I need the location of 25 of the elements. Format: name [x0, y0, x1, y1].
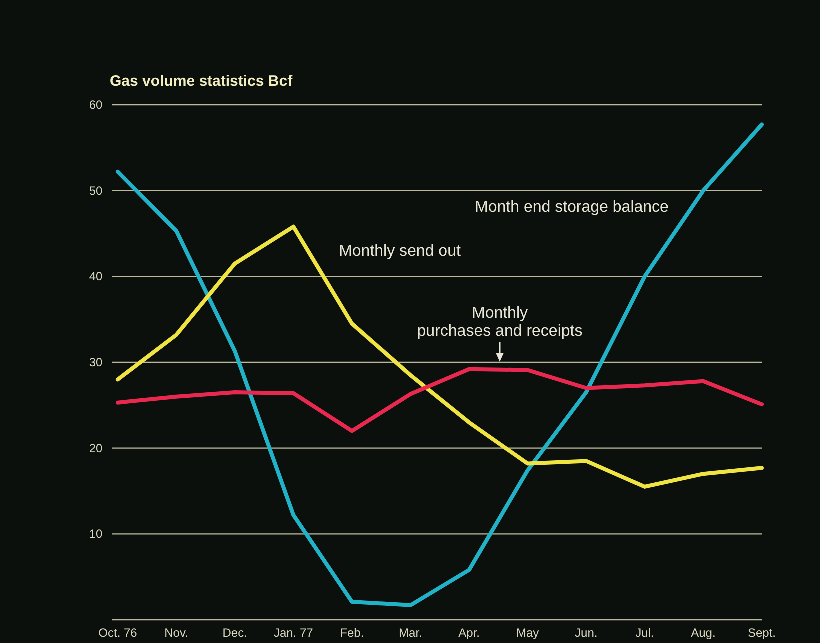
x-tick-label: Sept.: [748, 626, 776, 640]
y-tick-label: 10: [89, 527, 103, 542]
chart-title: Gas volume statistics Bcf: [110, 73, 294, 90]
line-series: [116, 367, 764, 434]
x-tick-label: Feb.: [340, 626, 364, 640]
line-series: [116, 122, 764, 608]
x-tick-label: Apr.: [458, 626, 480, 640]
annotation: Monthly purchases and receipts: [417, 305, 583, 340]
y-tick-label: 50: [89, 184, 103, 198]
y-tick-label: 20: [89, 441, 103, 456]
annotation: Monthly send out: [339, 243, 462, 260]
x-tick-label: Aug.: [691, 626, 716, 640]
x-tick-label: Nov.: [164, 626, 188, 640]
x-tick-label: Dec.: [222, 626, 248, 640]
y-tick-label: 60: [89, 98, 103, 112]
y-tick-label: 30: [89, 356, 103, 370]
y-tick-label: 40: [89, 270, 103, 284]
x-tick-label: Jun.: [575, 626, 598, 640]
x-tick-label: Jan. 77: [274, 626, 314, 640]
x-tick-label: May: [516, 626, 540, 640]
x-tick-label: Mar.: [399, 626, 422, 640]
x-tick-label: Oct. 76: [98, 626, 138, 640]
annotation: Month end storage balance: [475, 199, 670, 216]
line-series: [116, 224, 764, 489]
x-tick-label: Jul.: [636, 626, 654, 640]
